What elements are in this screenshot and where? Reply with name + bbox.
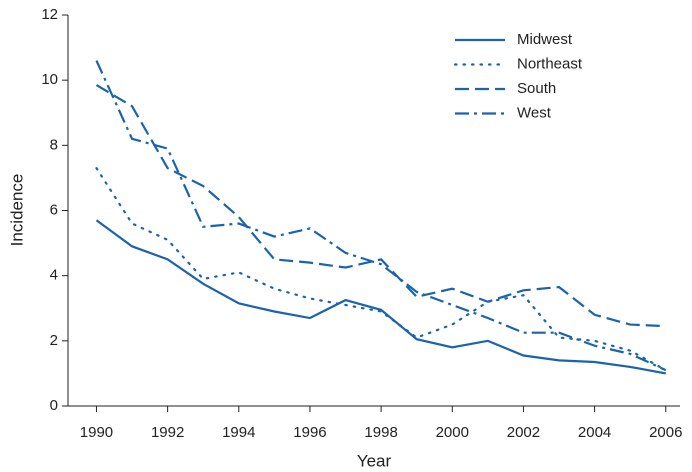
y-tick-label: 2 xyxy=(50,332,58,349)
y-tick-label: 12 xyxy=(41,6,58,23)
legend-label: Midwest xyxy=(517,31,573,48)
x-tick-label: 1998 xyxy=(364,424,397,441)
x-tick-label: 2006 xyxy=(649,424,682,441)
y-tick-label: 4 xyxy=(50,267,58,284)
y-tick-label: 10 xyxy=(41,71,58,88)
x-tick-label: 2004 xyxy=(578,424,611,441)
x-tick-label: 2000 xyxy=(436,424,469,441)
y-tick-label: 0 xyxy=(50,397,58,414)
x-tick-label: 2002 xyxy=(507,424,540,441)
series-line xyxy=(95,167,667,372)
y-tick-label: 6 xyxy=(50,201,58,218)
series-line xyxy=(95,84,666,328)
series-line xyxy=(95,60,667,372)
x-axis-title: Year xyxy=(357,451,392,470)
legend-label: West xyxy=(517,104,552,121)
x-tick-label: 1996 xyxy=(293,424,326,441)
x-tick-label: 1990 xyxy=(80,424,113,441)
y-tick-label: 8 xyxy=(50,136,58,153)
x-tick-label: 1992 xyxy=(151,424,184,441)
x-tick-label: 1994 xyxy=(222,424,255,441)
series-line xyxy=(95,219,666,375)
y-axis-title: Incidence xyxy=(7,174,26,247)
legend-label: Northeast xyxy=(517,55,583,72)
legend-label: South xyxy=(517,80,556,97)
